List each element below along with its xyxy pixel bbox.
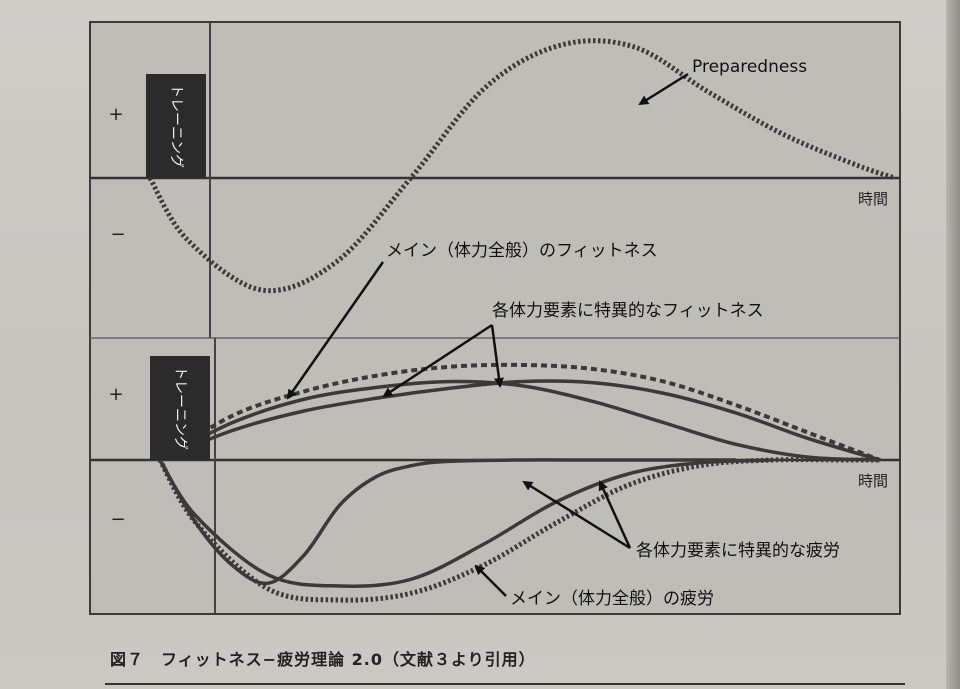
y-negative-label: − xyxy=(110,224,125,245)
series-line-1-4 xyxy=(158,458,736,586)
training-box xyxy=(150,356,210,460)
series-line-1-2 xyxy=(159,379,881,462)
arrow-main-fitness xyxy=(286,261,385,400)
training-label: トレーニング xyxy=(168,84,184,168)
annotation-preparedness: Preparedness xyxy=(692,57,807,77)
annotation-main-fatigue: メイン（体力全般）の疲労 xyxy=(510,589,714,609)
training-box xyxy=(146,74,206,178)
arrow-specific-fitness-2 xyxy=(490,324,504,388)
series-line-1-1 xyxy=(159,379,881,462)
y-positive-label: + xyxy=(108,384,123,405)
x-axis-label: 時間 xyxy=(858,190,888,208)
arrow-specific-fitness-1 xyxy=(382,323,493,398)
arrow-specific-fatigue-2 xyxy=(598,480,632,549)
arrow-specific-fatigue-1 xyxy=(522,480,631,550)
series-line-1-0 xyxy=(158,362,881,462)
annotation-specific-fatigue: 各体力要素に特異的な疲労 xyxy=(636,541,840,561)
figure-frame xyxy=(89,21,901,615)
x-axis-label: 時間 xyxy=(858,472,888,490)
caption-rule xyxy=(105,683,905,685)
figure-caption: 図７ フィットネス−疲労理論 2.0（文献３より引用） xyxy=(110,650,536,669)
y-negative-label: − xyxy=(110,509,125,530)
y-positive-label: + xyxy=(108,104,123,125)
annotation-main-fitness: メイン（体力全般）のフィットネス xyxy=(386,241,658,261)
training-label: トレーニング xyxy=(172,366,188,450)
series-line-1-5 xyxy=(158,458,773,588)
arrow-preparedness xyxy=(638,72,689,106)
book-spine-shadow xyxy=(946,0,960,689)
arrow-main-fatigue xyxy=(474,564,507,597)
annotation-specific-fitness: 各体力要素に特異的なフィットネス xyxy=(492,301,764,321)
